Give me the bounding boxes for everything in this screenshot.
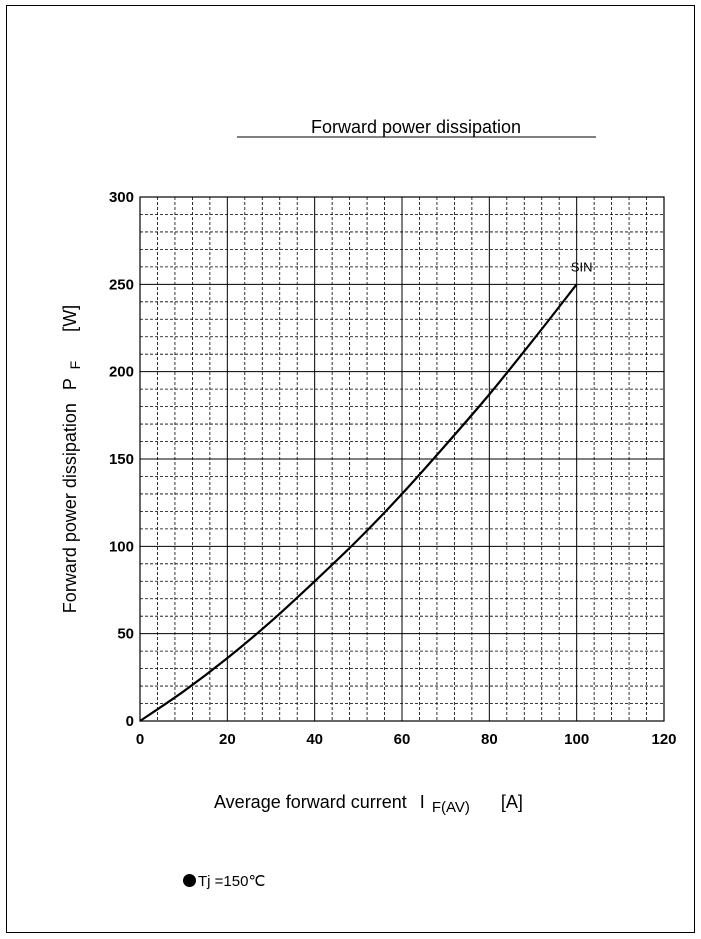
data-series: SIN [139, 259, 593, 722]
x-tick-label: 60 [394, 731, 411, 748]
y-tick-label: 100 [109, 538, 134, 555]
y-tick-label: 300 [109, 189, 134, 206]
y-tick-label: 250 [109, 276, 134, 293]
condition-note: Tj =150℃ [183, 872, 265, 890]
plot-area-border [139, 196, 665, 722]
y-axis-label-symbol: P [60, 378, 80, 390]
x-tick-label: 40 [306, 731, 323, 748]
chart-title: Forward power dissipation [311, 117, 521, 137]
dot-icon [183, 874, 196, 887]
condition-text: Tj =150℃ [198, 873, 266, 890]
y-axis-label-main: Forward power dissipation [60, 403, 80, 613]
y-tick-label: 50 [117, 626, 134, 643]
x-axis-label-subscript: F(AV) [432, 799, 470, 816]
y-tick-label: 0 [126, 713, 134, 730]
series-line-sin [139, 283, 578, 722]
tick-labels: 0 20 40 60 80 100 120 0 50 100 150 200 250 300 [109, 189, 677, 748]
x-axis-label-symbol: I [420, 792, 425, 812]
x-axis-label-main: Average forward current [214, 792, 407, 812]
x-tick-label: 0 [136, 731, 144, 748]
x-axis-label-unit: [A] [501, 792, 523, 812]
x-tick-label: 20 [219, 731, 236, 748]
y-tick-label: 200 [109, 364, 134, 381]
y-axis-label-unit: [W] [60, 305, 80, 332]
y-axis-label: Forward power dissipation P F [W] [60, 305, 84, 613]
y-tick-label: 150 [109, 451, 134, 468]
x-tick-label: 100 [564, 731, 589, 748]
series-label: SIN [571, 259, 593, 274]
x-tick-label: 120 [651, 731, 676, 748]
major-grid [140, 197, 664, 721]
x-axis-label: Average forward current I F(AV) [A] [214, 792, 523, 816]
page-frame [6, 5, 695, 933]
x-tick-label: 80 [481, 731, 498, 748]
y-axis-label-subscript: F [67, 361, 83, 370]
